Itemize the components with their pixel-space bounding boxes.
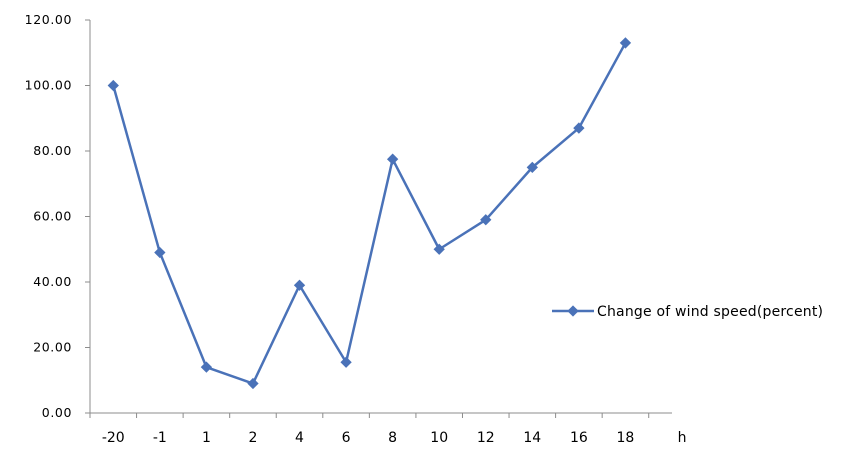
y-axis: 0.00 20.00 40.00 60.00 80.00 100.00 120.00 — [25, 12, 91, 420]
legend-label: Change of wind speed(percent) — [597, 304, 823, 320]
data-point-marker — [526, 161, 538, 174]
data-point-marker — [154, 246, 166, 259]
data-point-marker — [386, 153, 399, 165]
x-tick-label: 16 — [570, 430, 588, 444]
data-point-marker — [247, 377, 259, 390]
x-tick-label: -1 — [153, 430, 167, 444]
series-line-path — [112, 42, 627, 385]
series-line — [107, 37, 632, 390]
x-tick-label: 1 — [202, 430, 211, 444]
legend: Change of wind speed(percent) — [552, 304, 823, 320]
y-tick-label: 0.00 — [42, 405, 72, 420]
x-tick-label: 12 — [477, 430, 495, 444]
x-tick-label: 10 — [430, 430, 448, 444]
y-tick-label: 100.00 — [25, 78, 72, 93]
x-tick-label: -20 — [102, 430, 125, 444]
x-tick-label: 18 — [617, 430, 635, 444]
x-tick-label: 2 — [248, 430, 257, 444]
x-axis-unit-label: h — [678, 430, 687, 444]
x-tick-label: 8 — [388, 430, 397, 444]
y-tick-label: 80.00 — [33, 143, 72, 158]
data-point-marker — [107, 79, 119, 92]
data-point-marker — [293, 279, 306, 291]
y-tick-label: 40.00 — [33, 274, 72, 289]
data-point-marker — [619, 37, 632, 49]
y-tick-label: 120.00 — [25, 12, 72, 27]
data-point-marker — [433, 243, 445, 255]
x-tick-label: 6 — [342, 430, 351, 444]
legend-marker — [567, 305, 579, 317]
x-tick-label: 14 — [523, 430, 541, 444]
data-point-marker — [480, 214, 492, 226]
y-tick-label: 20.00 — [33, 340, 72, 355]
data-point-marker — [340, 356, 352, 368]
y-tick-label: 60.00 — [33, 209, 72, 224]
x-axis: -20 -1 1 2 4 6 8 10 12 14 16 18 h — [89, 412, 687, 446]
x-tick-label: 4 — [295, 430, 304, 444]
data-point-marker — [200, 361, 213, 373]
